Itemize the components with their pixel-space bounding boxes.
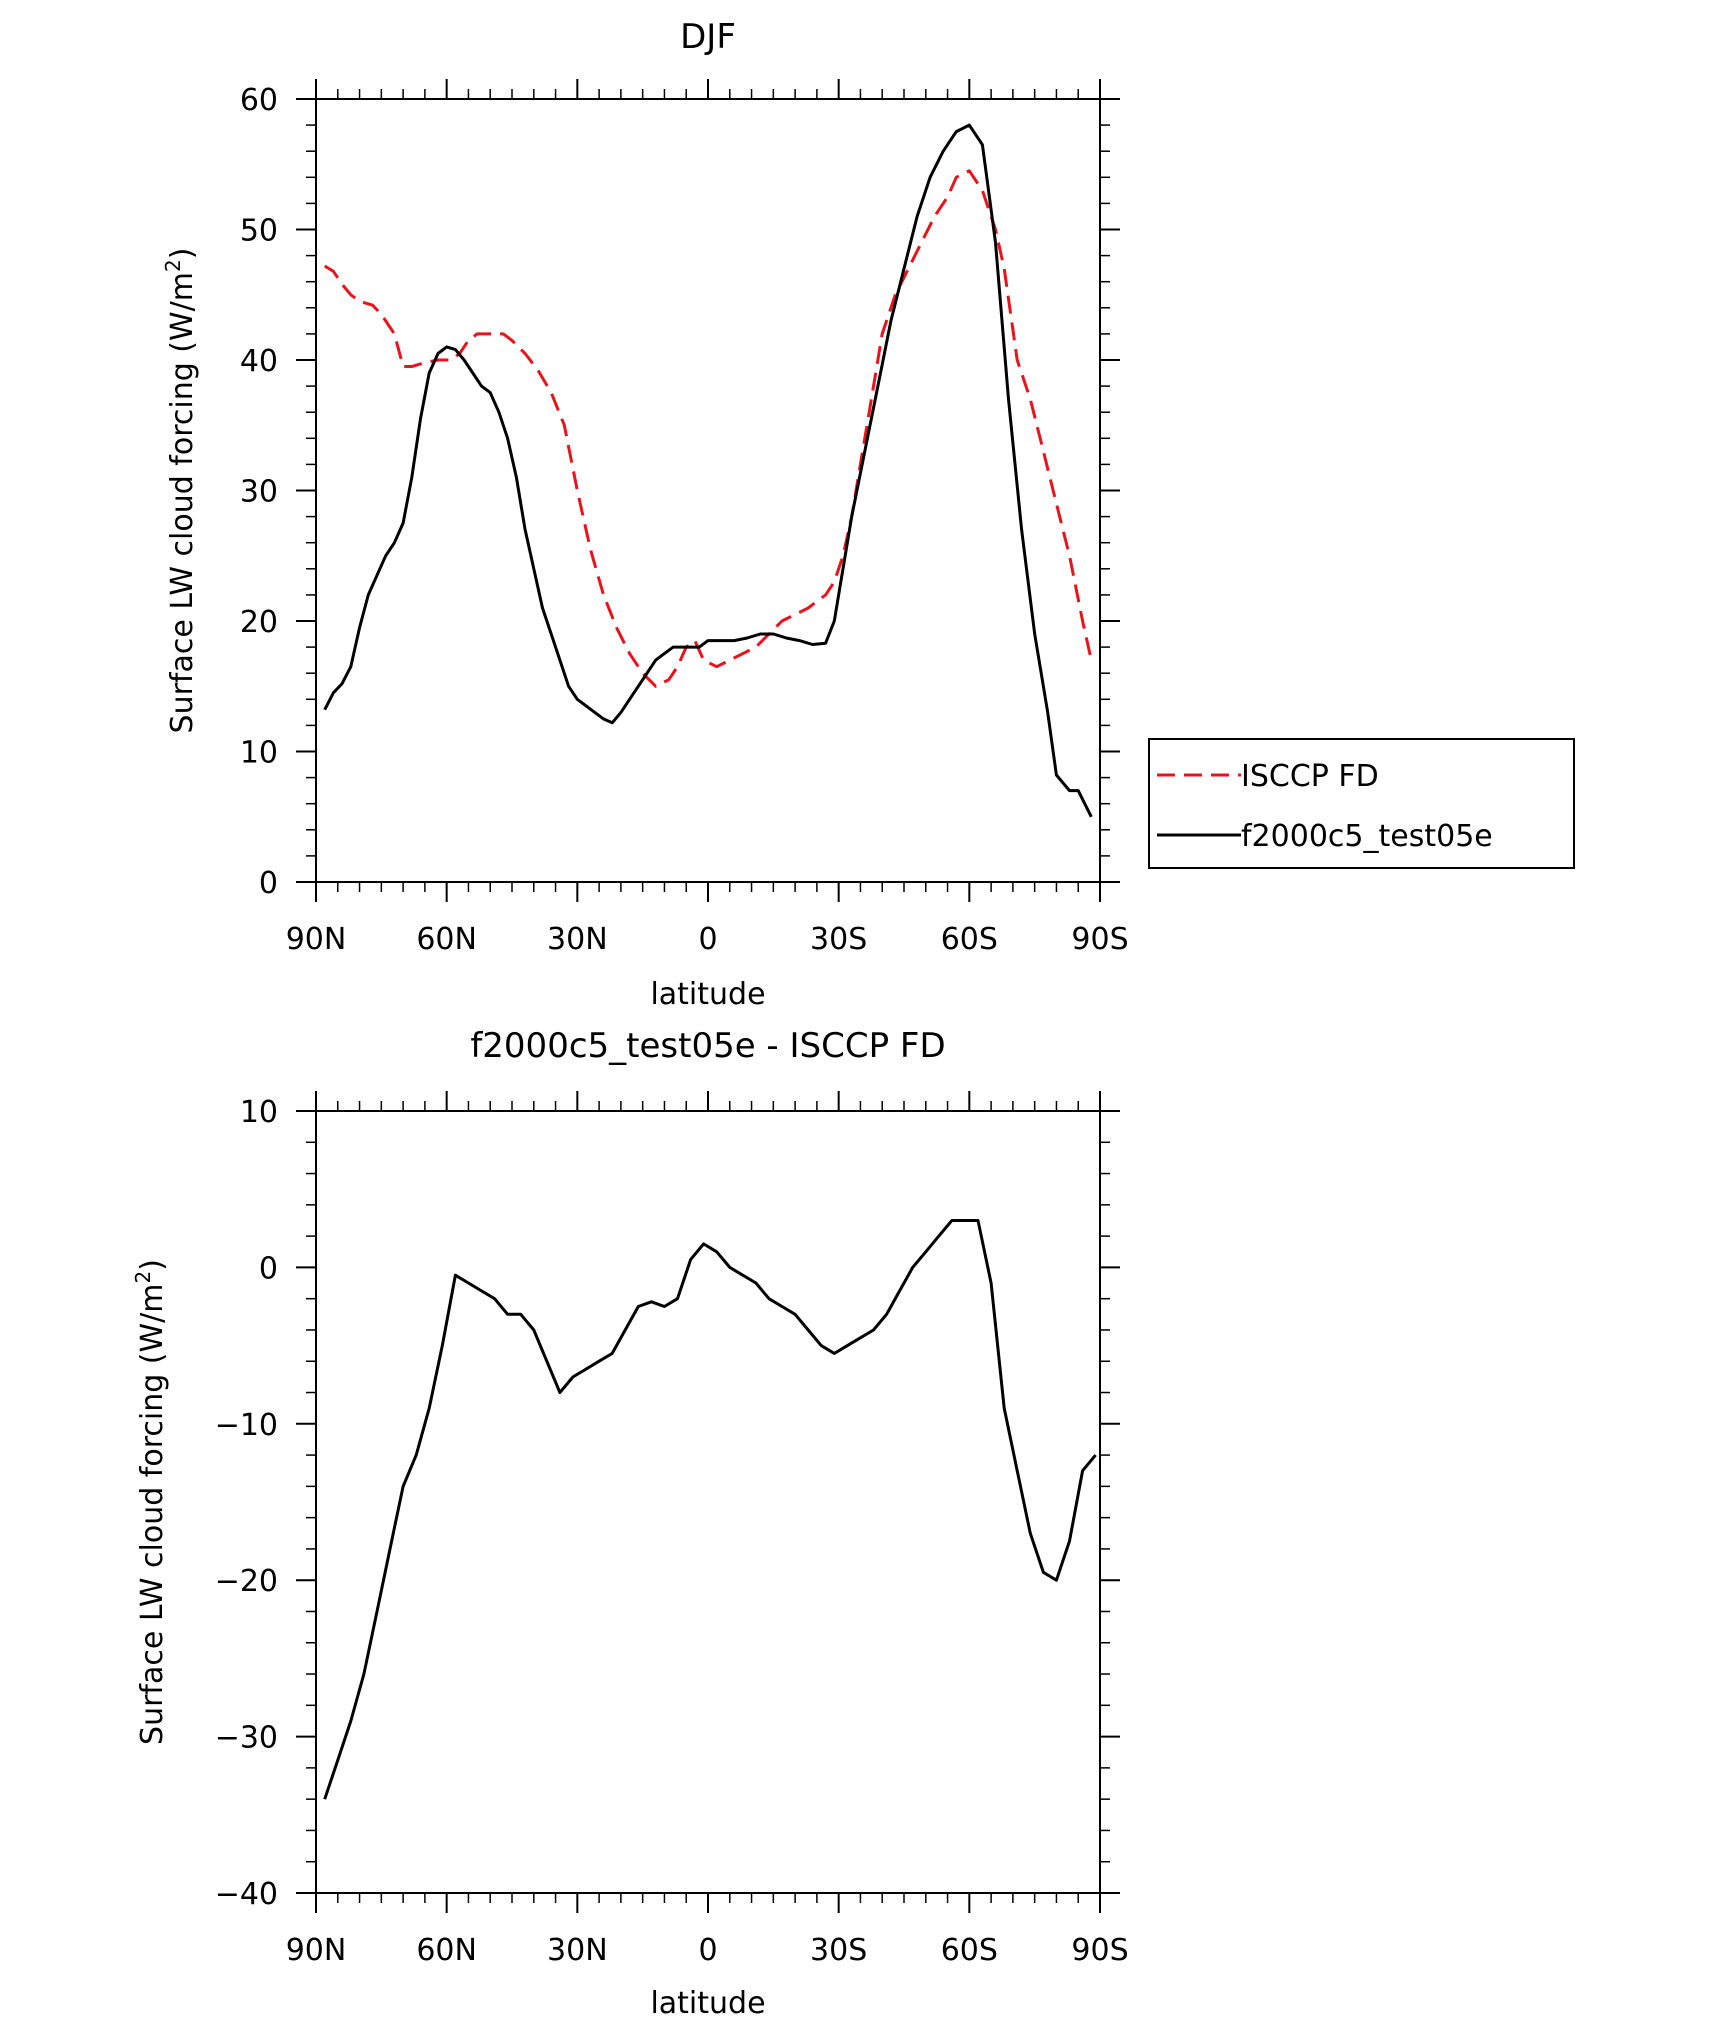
y-tick-label: −40 [215, 1877, 278, 1912]
y-tick-label: 10 [240, 1095, 278, 1130]
legend-box [1148, 738, 1575, 869]
y-tick-label: 30 [240, 475, 278, 510]
y-axis-label-superscript: 2 [161, 259, 185, 272]
x-tick-label: 30N [547, 1933, 608, 1968]
y-axis-label-superscript: 2 [131, 1271, 155, 1284]
x-tick-label: 90N [286, 1933, 347, 1968]
legend-label-2: f2000c5_test05e [1241, 819, 1493, 854]
series-line-1 [323, 169, 1093, 688]
y-tick-label: 20 [240, 605, 278, 640]
chart-panel-2: f2000c5_test05e - ISCCP FD 90N 60N 30N 0 30S 6… [131, 1026, 1129, 2021]
series-line-1 [323, 1219, 1097, 1800]
y-tick-label: −30 [215, 1721, 278, 1756]
plot-frame [315, 98, 1101, 883]
x-tick-label: 0 [698, 1933, 717, 1968]
y-axis-label-close: ) [135, 1259, 170, 1271]
chart-title: f2000c5_test05e - ISCCP FD [470, 1026, 945, 1066]
x-tick-label: 60N [416, 1933, 477, 1968]
y-tick-label: 0 [259, 866, 278, 901]
x-axis-label: latitude [650, 1986, 765, 2021]
y-axis-label: Surface LW cloud forcing (W/m2) [131, 1259, 170, 1745]
chart-panel-1: DJF 90N 60N 30N 0 30S 60S 90S 0 10 20 30 40 50 60 latit… [161, 17, 1575, 1012]
x-tick-label: 90N [286, 922, 347, 957]
x-tick-label: 0 [698, 922, 717, 957]
x-tick-label: 60S [941, 1933, 998, 1968]
x-tick-label: 30S [810, 922, 867, 957]
x-axis-label: latitude [650, 977, 765, 1012]
y-tick-label: 0 [259, 1251, 278, 1286]
y-axis-label: Surface LW cloud forcing (W/m2) [161, 248, 200, 734]
x-tick-label: 30S [810, 1933, 867, 1968]
y-tick-label: −20 [215, 1564, 278, 1599]
plot-frame [315, 1110, 1101, 1894]
y-tick-label: 50 [240, 214, 278, 249]
y-tick-label: 60 [240, 83, 278, 118]
y-tick-label: 40 [240, 344, 278, 379]
y-axis-label-main: Surface LW cloud forcing (W/m [165, 272, 200, 733]
y-axis-label-close: ) [165, 248, 200, 260]
y-axis-label-main: Surface LW cloud forcing (W/m [135, 1283, 170, 1744]
chart-title: DJF [680, 17, 736, 57]
x-tick-label: 60S [941, 922, 998, 957]
x-tick-label: 30N [547, 922, 608, 957]
x-tick-label: 90S [1071, 922, 1128, 957]
y-tick-label: 10 [240, 736, 278, 771]
legend: ISCCP FD f2000c5_test05e [1148, 738, 1575, 869]
y-tick-label: −10 [215, 1408, 278, 1443]
series-line-2 [323, 123, 1093, 818]
x-tick-label: 90S [1071, 1933, 1128, 1968]
legend-label-1: ISCCP FD [1241, 759, 1379, 794]
x-tick-label: 60N [416, 922, 477, 957]
